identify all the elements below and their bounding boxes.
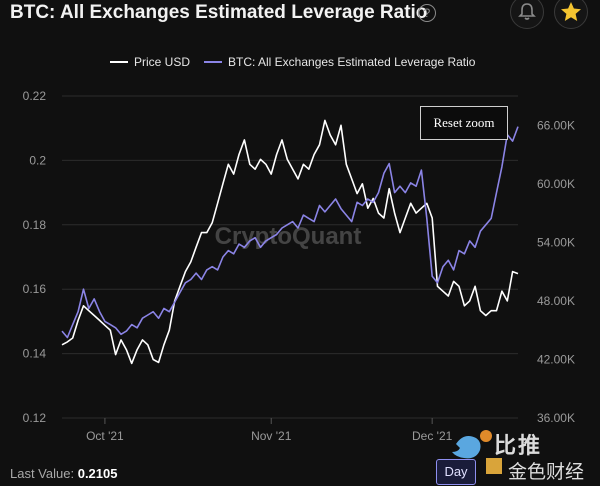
bird-logo-icon [452, 430, 502, 474]
star-icon [561, 2, 581, 21]
watermark-text-jinse: 金色财经 [508, 462, 585, 483]
x-axis: Oct '21 Nov '21 Dec '21 [86, 418, 453, 443]
chart-area[interactable]: Price USD BTC: All Exchanges Estimated L… [0, 44, 600, 454]
watermark: CryptoQuant [215, 223, 362, 250]
y-left-tick-label: 0.22 [23, 89, 47, 103]
y-left-tick-label: 0.16 [23, 282, 47, 296]
y-right-tick-label: 36.00K [537, 411, 575, 425]
question-circle-icon[interactable]: ? [418, 4, 436, 22]
x-tick-label: Nov '21 [251, 429, 292, 443]
day-resolution-button[interactable]: Day [436, 459, 476, 485]
y-right-tick-label: 66.00K [537, 118, 575, 132]
chart-title: BTC: All Exchanges Estimated Leverage Ra… [10, 2, 428, 23]
y-left-tick-label: 0.12 [23, 411, 47, 425]
y-axis-left: 0.12 0.14 0.16 0.18 0.2 0.22 [23, 89, 47, 425]
watermark-text-bitui: 比推 [494, 433, 543, 458]
last-value-number: 0.2105 [77, 466, 118, 481]
y-left-tick-label: 0.2 [29, 153, 46, 167]
header: BTC: All Exchanges Estimated Leverage Ra… [10, 0, 590, 30]
reset-zoom-button[interactable]: Reset zoom [420, 106, 508, 140]
y-right-tick-label: 48.00K [537, 294, 575, 308]
y-left-tick-label: 0.14 [23, 347, 47, 361]
y-axis-right: 36.00K 42.00K 48.00K 54.00K 60.00K 66.00K [537, 118, 575, 425]
leverage-series-line [61, 126, 519, 339]
y-right-tick-label: 60.00K [537, 177, 575, 191]
grid [62, 95, 518, 419]
x-tick-label: Oct '21 [86, 429, 124, 443]
notification-button[interactable] [510, 0, 544, 29]
y-right-tick-label: 42.00K [537, 352, 575, 366]
x-tick-label: Dec '21 [412, 429, 453, 443]
legend-leverage-label: BTC: All Exchanges Estimated Leverage Ra… [228, 55, 476, 69]
bell-icon [518, 3, 536, 20]
y-right-tick-label: 54.00K [537, 235, 575, 249]
favorite-button[interactable] [554, 0, 588, 29]
y-left-tick-label: 0.18 [23, 218, 47, 232]
legend: Price USD BTC: All Exchanges Estimated L… [110, 55, 476, 69]
price-series-line [61, 119, 519, 365]
legend-price-label: Price USD [134, 55, 190, 69]
last-value-display: Last Value: 0.2105 [10, 466, 117, 481]
last-value-label: Last Value: [10, 466, 75, 481]
